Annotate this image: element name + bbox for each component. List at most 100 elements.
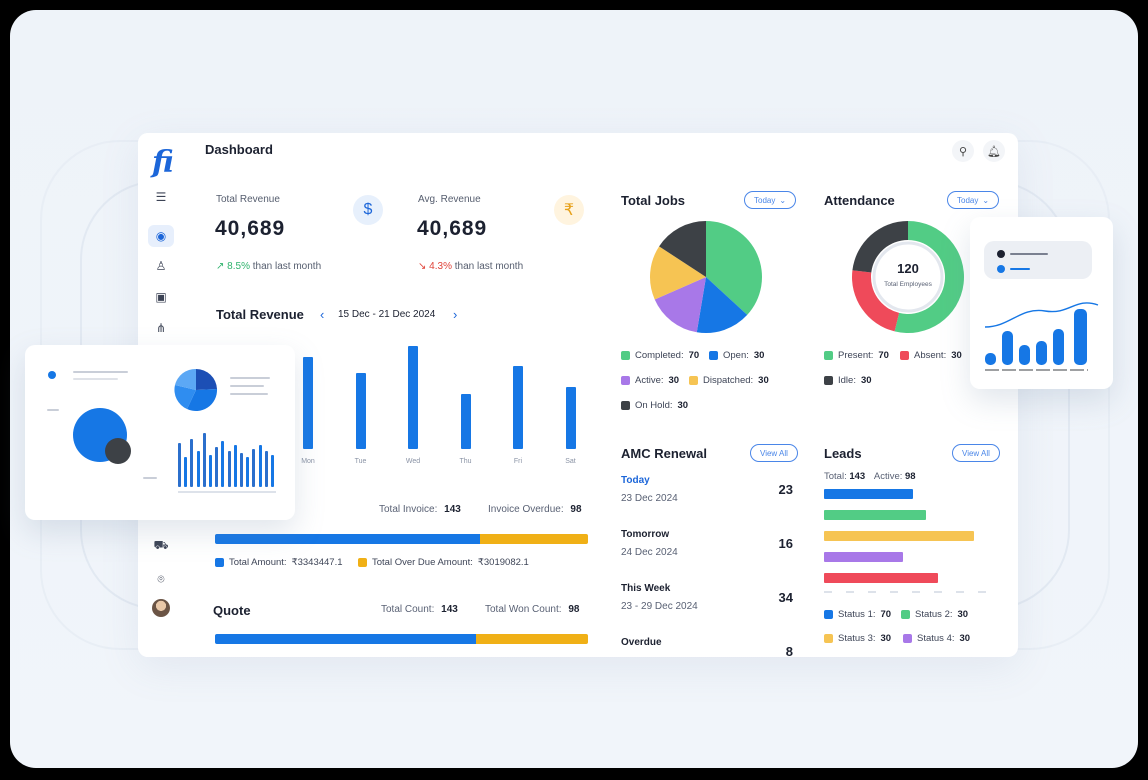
- pie-slice-completed: [706, 221, 762, 315]
- legend-label: Status 4:: [917, 633, 955, 644]
- attendance-title: Attendance: [824, 193, 895, 208]
- filter-label: Today: [957, 195, 979, 205]
- total-invoice: Total Invoice: 143: [379, 504, 461, 515]
- total-invoice-label: Total Invoice:: [379, 504, 438, 515]
- leads-summary: Total: 143 Active: 98: [824, 471, 916, 482]
- total-jobs-title: Total Jobs: [621, 193, 686, 208]
- legend-swatch: [621, 376, 630, 385]
- legend-swatch: [824, 634, 833, 643]
- floating-pie-card: [25, 345, 295, 520]
- amc-view-all-button[interactable]: View All: [750, 444, 798, 462]
- floating-mini-pie: [174, 368, 218, 412]
- floating-line-card: [970, 217, 1113, 389]
- amc-renewal-row[interactable]: Tomorrow 24 Dec 2024 16: [621, 529, 793, 569]
- legend-value: 30: [677, 400, 689, 411]
- placeholder-line: [230, 377, 270, 379]
- revenue-bar: [460, 394, 471, 449]
- revenue-bar: [513, 366, 523, 449]
- legend-swatch: [903, 634, 912, 643]
- kpi-delta: ↘ 4.3% than last month: [418, 261, 523, 272]
- legend-label: Status 2:: [915, 609, 953, 620]
- legend-swatch: [621, 351, 630, 360]
- quote-count-label: Total Count:: [381, 604, 435, 615]
- date-range: 15 Dec - 21 Dec 2024: [338, 309, 436, 320]
- attendance-center-label: Total Employees: [884, 281, 932, 288]
- amc-renewal-row[interactable]: Overdue 8: [621, 637, 793, 657]
- sidebar-item-location-icon[interactable]: ⌾: [157, 571, 165, 586]
- revenue-chart-title: Total Revenue: [216, 307, 304, 322]
- legend-value: ₹3019082.1: [477, 557, 529, 568]
- menu-toggle-icon[interactable]: ☰: [155, 190, 167, 204]
- leads-view-all-button[interactable]: View All: [952, 444, 1000, 462]
- attendance-filter[interactable]: Today ⌄: [947, 191, 1000, 209]
- amc-row-name: This Week: [621, 583, 671, 594]
- legend-label: Status 3:: [838, 633, 876, 644]
- pie-slice-open: [696, 277, 748, 333]
- placeholder-line: [47, 409, 59, 411]
- legend-label: Idle:: [838, 375, 856, 386]
- mini-bar: [227, 451, 231, 487]
- legend-value: 70: [878, 350, 889, 361]
- legend-item: Active: 30: [621, 375, 679, 386]
- leads-axis-tick: [912, 591, 920, 593]
- placeholder-line: [1010, 253, 1048, 255]
- leads-title: Leads: [824, 446, 862, 461]
- legend-swatch: [824, 610, 833, 619]
- quote-count: Total Count: 143: [381, 604, 458, 615]
- revenue-bar: [355, 373, 366, 449]
- revenue-bar-xlabel: Mon: [301, 458, 315, 465]
- mini-bar: [221, 441, 225, 487]
- revenue-bar: [408, 346, 418, 449]
- progress-fill-secondary: [479, 534, 588, 544]
- leads-axis-tick: [934, 591, 942, 593]
- sidebar-item-briefcase-icon[interactable]: ▣: [155, 290, 167, 304]
- revenue-bag-icon: ₹: [554, 195, 584, 225]
- trend-up-icon: ↗: [216, 261, 225, 272]
- sidebar-item-user-icon[interactable]: ♙: [155, 259, 167, 273]
- sidebar-item-cart-icon[interactable]: ⛟: [153, 538, 169, 552]
- amc-row-name: Today: [621, 475, 650, 486]
- lead-bar-status-1: [824, 489, 913, 499]
- notification-bell-icon[interactable]: 🔔︎: [983, 140, 1005, 162]
- amc-row-count: 34: [778, 590, 793, 605]
- legend-swatch: [215, 558, 224, 567]
- user-switch-icon[interactable]: ⚲: [952, 140, 974, 162]
- amc-renewal-title: AMC Renewal: [621, 446, 707, 461]
- attendance-donut: [852, 221, 964, 333]
- quote-title: Quote: [213, 603, 251, 618]
- legend-item: On Hold: 30: [621, 400, 688, 411]
- legend-swatch: [824, 351, 833, 360]
- page-title: Dashboard: [205, 142, 273, 157]
- legend-dot: [997, 250, 1005, 258]
- lead-bar-status-3: [824, 531, 974, 541]
- legend-value: 70: [688, 350, 700, 361]
- amc-renewal-row[interactable]: This Week 23 - 29 Dec 2024 34: [621, 583, 793, 623]
- legend-swatch: [901, 610, 910, 619]
- mini-bar: [240, 453, 243, 487]
- invoice-overdue: Invoice Overdue: 98: [488, 504, 582, 515]
- kpi-delta: ↗ 8.5% than last month: [216, 261, 321, 272]
- amc-row-name: Overdue: [621, 637, 662, 648]
- legend-item: Status 3: 30: [824, 633, 891, 644]
- leads-axis-tick: [846, 591, 854, 593]
- invoice-overdue-value: 98: [570, 504, 582, 515]
- total-jobs-filter[interactable]: Today ⌄: [744, 191, 797, 209]
- legend-item: Status 1: 70: [824, 609, 891, 620]
- date-next-button[interactable]: ›: [453, 307, 458, 322]
- legend-swatch: [689, 376, 698, 385]
- date-prev-button[interactable]: ‹: [320, 307, 325, 322]
- kpi-delta-text: than last month: [454, 261, 524, 272]
- quote-progress-bar: [215, 634, 588, 644]
- sidebar-item-dashboard[interactable]: ◉: [148, 225, 174, 247]
- revenue-bar-xlabel: Wed: [405, 458, 421, 465]
- mini-bar: [246, 457, 250, 487]
- sidebar-item-network-icon[interactable]: ⋔: [155, 321, 167, 335]
- mini-bar: [209, 455, 212, 487]
- pie-slice-idle: [852, 221, 908, 273]
- legend-label: Status 1:: [838, 609, 876, 620]
- revenue-bar-xlabel: Tue: [354, 458, 367, 465]
- amc-row-count: 8: [785, 644, 793, 657]
- floating-pie-graphic: [73, 408, 131, 464]
- avatar[interactable]: [152, 599, 170, 617]
- amc-renewal-row[interactable]: Today 23 Dec 2024 23: [621, 475, 793, 515]
